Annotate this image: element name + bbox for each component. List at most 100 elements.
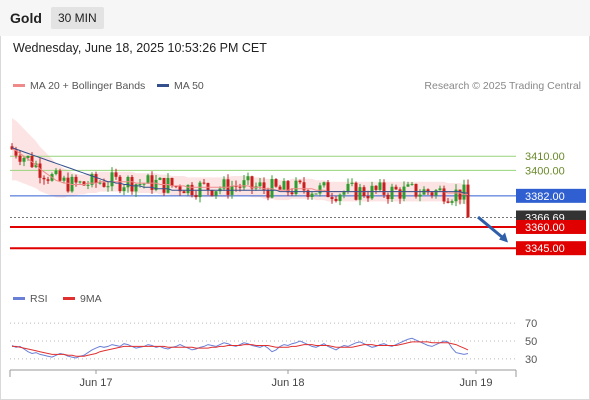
legend-9ma-label: 9MA: [80, 293, 102, 305]
candle-body: [402, 186, 406, 199]
candle-body: [434, 190, 438, 196]
candle-body: [110, 172, 114, 187]
candle-body: [410, 183, 414, 185]
candle-body: [202, 182, 206, 184]
candle-body: [378, 182, 382, 190]
candle-body: [278, 186, 282, 190]
legend-rsi-label: RSI: [30, 293, 48, 305]
candle-body: [138, 183, 142, 185]
candle-body: [414, 183, 418, 197]
candle-body: [186, 184, 190, 194]
legend-9ma: 9MA: [63, 292, 102, 306]
candle-body: [210, 190, 214, 196]
candle-body: [86, 184, 90, 186]
rsi-swatch-icon: [13, 296, 25, 300]
candle-body: [62, 177, 66, 181]
candle-body: [234, 185, 238, 187]
candle-body: [462, 184, 466, 200]
candle-body: [22, 157, 26, 162]
candle-body: [262, 182, 266, 190]
candle-body: [222, 179, 226, 189]
candle-body: [350, 182, 354, 184]
candle-body: [418, 194, 422, 197]
candle-body: [58, 170, 62, 181]
price-label-bg: [516, 219, 586, 234]
candle-body: [318, 185, 322, 194]
candle-body: [42, 177, 46, 180]
bollinger-band: [12, 118, 468, 205]
candle-body: [266, 189, 270, 198]
candle-body: [346, 183, 350, 192]
candle-body: [122, 187, 126, 192]
candle-body: [342, 191, 346, 195]
x-tick-label: Jun 18: [271, 377, 304, 389]
candle-body: [398, 189, 402, 199]
candle-body: [150, 175, 154, 190]
legend-ma50-label: MA 50: [174, 80, 204, 92]
candle-body: [246, 176, 250, 181]
candle-body: [290, 192, 294, 195]
candle-body: [142, 183, 146, 185]
rsi-tick-label: 70: [525, 318, 537, 330]
candle-body: [102, 182, 106, 187]
legend-ma20-label: MA 20 + Bollinger Bands: [30, 80, 146, 92]
forecast-arrow-head-icon: [499, 232, 508, 243]
candle-body: [258, 182, 262, 187]
candle-body: [90, 174, 94, 185]
candle-body: [286, 181, 290, 193]
candle-body: [274, 179, 278, 187]
candle-body: [386, 194, 390, 200]
x-tick-label: Jun 19: [459, 377, 492, 389]
price-label-3410.00: 3410.00: [525, 151, 565, 163]
candle-body: [78, 181, 82, 183]
legend-ma50: MA 50: [157, 79, 204, 93]
candle-body: [158, 177, 162, 180]
rsi-tick-label: 30: [525, 354, 537, 366]
candle-body: [118, 176, 122, 192]
candle-body: [14, 149, 18, 156]
candle-body: [454, 189, 458, 202]
candle-body: [446, 201, 450, 203]
candle-body: [306, 190, 310, 197]
candle-body: [394, 186, 398, 190]
ma50-line: [11, 147, 468, 194]
candle-body: [358, 187, 362, 200]
header-bar: Gold 30 MIN: [0, 0, 590, 36]
candle-body: [438, 188, 442, 191]
price-label-3400.00: 3400.00: [525, 165, 565, 177]
ma50-swatch-icon: [157, 83, 169, 87]
price-label-bg: [516, 241, 586, 256]
candle-body: [310, 193, 314, 197]
price-label-3345.00: 3345.00: [525, 243, 565, 255]
price-label-bg: [516, 188, 586, 203]
candle-body: [66, 177, 70, 192]
candle-body: [330, 197, 334, 199]
candle-body: [26, 155, 30, 158]
rsi-9ma-line: [12, 341, 469, 357]
candle-body: [298, 180, 302, 183]
datetime-label: Wednesday, June 18, 2025 10:53:26 PM CET: [13, 41, 267, 55]
candle-body: [390, 186, 394, 200]
timeframe-badge[interactable]: 30 MIN: [51, 7, 104, 29]
candle-body: [206, 183, 210, 191]
candle-body: [458, 189, 462, 200]
candle-body: [182, 191, 186, 194]
candle-body: [106, 186, 110, 188]
candle-body: [162, 177, 166, 193]
legend-rsi: RSI: [13, 292, 48, 306]
candle-body: [18, 155, 22, 162]
forecast-arrow: [477, 215, 506, 241]
candle-body: [74, 176, 78, 183]
candle-body: [314, 193, 318, 195]
ma20-swatch-icon: [13, 83, 25, 87]
candle-body: [98, 182, 102, 184]
candle-body: [338, 194, 342, 201]
candle-body: [46, 179, 50, 181]
candle-body: [154, 179, 158, 190]
candle-body: [426, 189, 430, 193]
candle-body: [282, 181, 286, 190]
candle-body: [130, 176, 134, 192]
symbol-title: Gold: [10, 10, 42, 26]
candle-body: [38, 163, 42, 178]
